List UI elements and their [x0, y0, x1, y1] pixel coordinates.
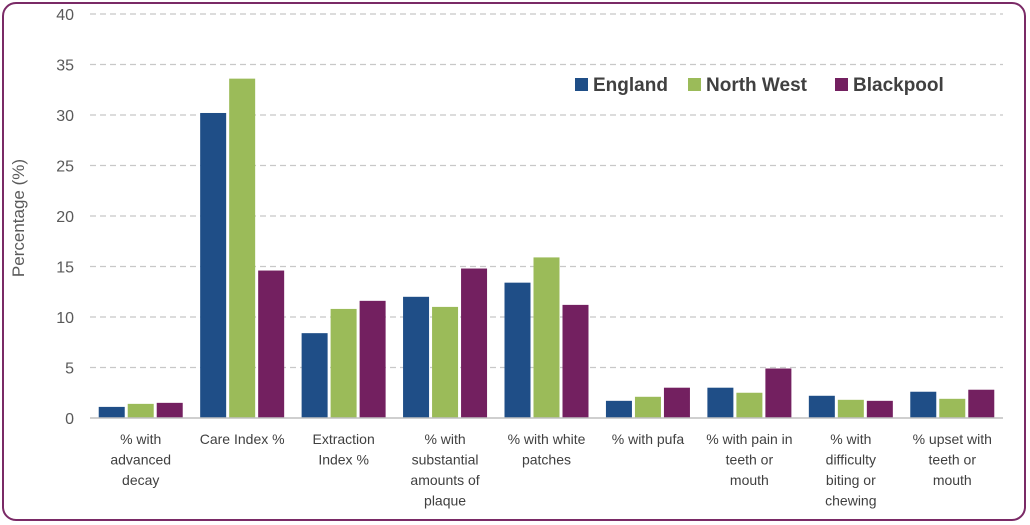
y-tick-label: 40	[56, 7, 74, 24]
x-category-label: % with white patches	[508, 431, 586, 468]
y-axis-label: Percentage (%)	[9, 159, 28, 277]
bar-england	[910, 391, 937, 418]
bar-north-west	[432, 306, 459, 418]
bar-england	[808, 395, 835, 418]
bar-england	[301, 333, 328, 418]
bar-blackpool	[968, 389, 995, 418]
legend: England North West Blackpool	[575, 75, 944, 96]
x-category-label: % with advanced decay	[110, 431, 171, 488]
legend-swatch	[575, 78, 588, 91]
bar-north-west	[939, 398, 966, 418]
y-tick-label: 20	[56, 209, 74, 226]
bar-england	[98, 406, 125, 418]
legend-label: North West	[706, 75, 808, 96]
legend-label: England	[593, 75, 668, 96]
bar-blackpool	[562, 304, 589, 418]
y-tick-label: 30	[56, 108, 74, 125]
y-tick-label: 0	[65, 411, 74, 428]
bar-blackpool	[765, 368, 792, 418]
bar-north-west	[127, 403, 154, 418]
legend-swatch	[688, 78, 701, 91]
bar-england	[200, 112, 227, 418]
x-category-label: % upset with teeth or mouth	[913, 431, 992, 488]
legend-label: Blackpool	[853, 75, 944, 96]
bar-north-west	[229, 78, 256, 418]
bar-blackpool	[156, 402, 183, 418]
bars	[98, 78, 995, 418]
x-category-label: Care Index %	[200, 431, 285, 447]
bar-england	[403, 296, 430, 418]
y-tick-label: 35	[56, 58, 74, 75]
x-category-label: % with difficulty biting or chewing	[825, 431, 876, 509]
x-category-label: % with pain in teeth or mouth	[706, 431, 792, 488]
y-tick-label: 25	[56, 159, 74, 176]
bar-england	[605, 400, 632, 418]
x-axis-categories: % with advanced decay Care Index % Extractio…	[110, 431, 992, 509]
bar-blackpool	[663, 387, 690, 418]
bar-england	[707, 387, 734, 418]
bar-england	[504, 282, 531, 418]
x-category-label: Extraction Index %	[312, 431, 374, 468]
y-tick-label: 15	[56, 260, 74, 277]
bar-blackpool	[258, 270, 285, 418]
x-category-label: % with substantial amounts of plaque	[410, 431, 479, 509]
y-axis-ticks: 0 5 10 15 20 25 30 35 40	[56, 7, 74, 428]
x-category-label: % with pufa	[612, 431, 685, 447]
legend-swatch	[835, 78, 848, 91]
bar-north-west	[837, 399, 864, 418]
bar-north-west	[533, 257, 560, 418]
y-tick-label: 5	[65, 361, 74, 378]
bar-north-west	[330, 308, 357, 418]
bar-north-west	[736, 392, 763, 418]
bar-blackpool	[461, 268, 488, 418]
bar-blackpool	[359, 300, 386, 418]
bar-north-west	[634, 396, 661, 418]
bar-blackpool	[866, 400, 893, 418]
y-tick-label: 10	[56, 310, 74, 327]
